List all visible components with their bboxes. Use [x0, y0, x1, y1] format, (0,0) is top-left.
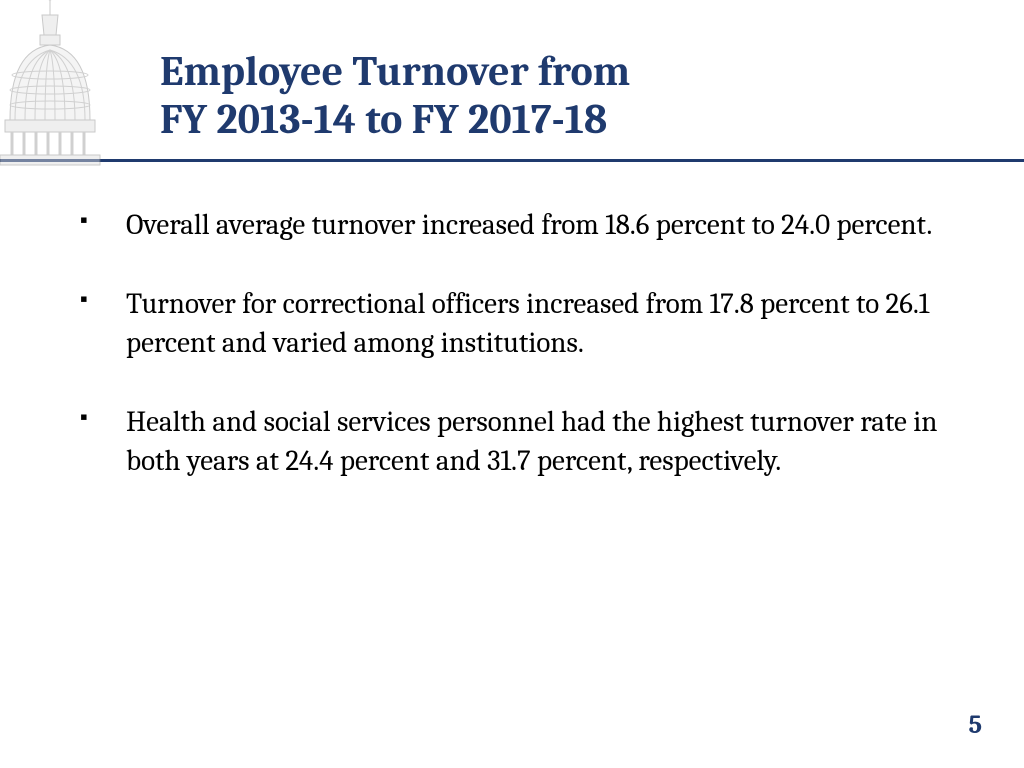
title-line-2: FY 2013-14 to FY 2017-18: [160, 95, 607, 144]
bullet-list: Overall average turnover increased from …: [70, 206, 944, 482]
bullet-item: Health and social services personnel had…: [70, 403, 944, 481]
slide-title: Employee Turnover from FY 2013-14 to FY …: [160, 48, 984, 145]
bullet-item: Turnover for correctional officers incre…: [70, 285, 944, 363]
capitol-dome-icon: [0, 0, 120, 170]
bullet-item: Overall average turnover increased from …: [70, 206, 944, 245]
title-line-1: Employee Turnover from: [160, 47, 630, 96]
slide-content: Overall average turnover increased from …: [0, 162, 1024, 482]
slide-header: Employee Turnover from FY 2013-14 to FY …: [0, 0, 1024, 145]
page-number: 5: [968, 710, 982, 740]
